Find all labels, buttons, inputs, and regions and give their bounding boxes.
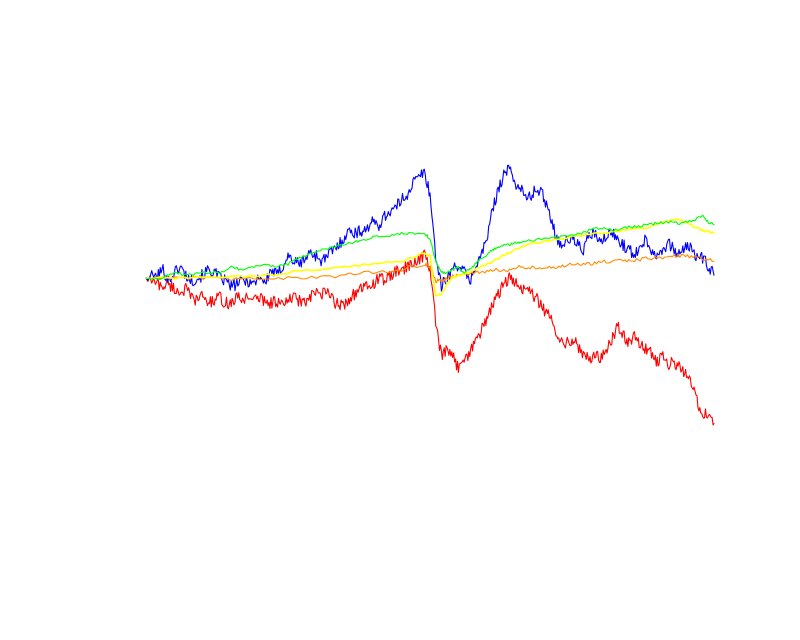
series-line-3: [145, 214, 715, 280]
series-line-1: [145, 164, 715, 292]
series-line-2: [145, 249, 715, 426]
series-layer: [145, 164, 715, 426]
series-line-5: [145, 253, 715, 284]
series-line-4: [145, 218, 715, 297]
